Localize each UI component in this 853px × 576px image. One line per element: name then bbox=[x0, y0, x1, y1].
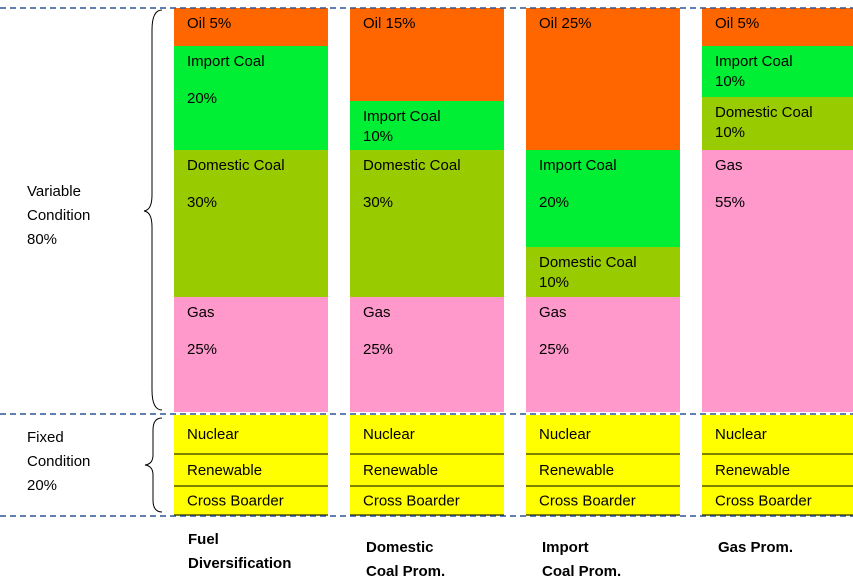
segment-label: Renewable bbox=[715, 462, 790, 479]
group-label: 80% bbox=[27, 231, 57, 248]
segment bbox=[702, 415, 853, 455]
group-label: Variable bbox=[27, 183, 81, 200]
column-title: Coal Prom. bbox=[542, 563, 621, 576]
segment bbox=[350, 455, 504, 487]
segment bbox=[702, 46, 853, 97]
segment-label: Import Coal bbox=[187, 53, 265, 70]
segment-label: Nuclear bbox=[187, 426, 239, 443]
segment-label: Oil 5% bbox=[187, 15, 231, 32]
segment bbox=[174, 8, 328, 46]
segment bbox=[526, 8, 680, 150]
segment-label: Import Coal bbox=[539, 157, 617, 174]
brace bbox=[143, 9, 163, 411]
segment-label: Cross Boarder bbox=[715, 492, 812, 509]
segment-label: Nuclear bbox=[715, 426, 767, 443]
segment-label: Renewable bbox=[187, 462, 262, 479]
segment bbox=[174, 415, 328, 455]
segment bbox=[350, 297, 504, 412]
segment-label: Renewable bbox=[539, 462, 614, 479]
segment bbox=[350, 487, 504, 516]
segment-label: Oil 5% bbox=[715, 15, 759, 32]
segment bbox=[174, 455, 328, 487]
segment bbox=[702, 8, 853, 46]
group-label: Condition bbox=[27, 453, 90, 470]
segment-label: Oil 15% bbox=[363, 15, 416, 32]
segment bbox=[350, 101, 504, 150]
segment-label: 10% bbox=[715, 124, 745, 141]
segment bbox=[526, 150, 680, 247]
left-labels: Variable Condition 80% Fixed Condition 20% bbox=[27, 183, 90, 494]
segment-label: Gas bbox=[363, 304, 391, 321]
segment-label: 30% bbox=[187, 194, 217, 211]
segment-label: Gas bbox=[715, 157, 743, 174]
segment bbox=[350, 150, 504, 297]
segment bbox=[526, 415, 680, 455]
segment-label: Import Coal bbox=[715, 53, 793, 70]
segment-label: Renewable bbox=[363, 462, 438, 479]
segment-label: 30% bbox=[363, 194, 393, 211]
segment-label: Import Coal bbox=[363, 108, 441, 125]
segment bbox=[702, 455, 853, 487]
group-label: Condition bbox=[27, 207, 90, 224]
column-title: Domestic bbox=[366, 539, 434, 556]
segment-label: 10% bbox=[539, 274, 569, 291]
segment bbox=[702, 150, 853, 412]
segment bbox=[350, 415, 504, 455]
segment-label: Domestic Coal bbox=[539, 254, 637, 271]
column-title: Gas Prom. bbox=[718, 539, 793, 556]
segment-label: 10% bbox=[715, 73, 745, 90]
segment-label: Gas bbox=[187, 304, 215, 321]
segment-label: Cross Boarder bbox=[363, 492, 460, 509]
segment bbox=[174, 150, 328, 297]
segment-label: 55% bbox=[715, 194, 745, 211]
column-title: Coal Prom. bbox=[366, 563, 445, 576]
segment-label: 25% bbox=[363, 341, 393, 358]
segment bbox=[702, 97, 853, 150]
segment-label: Domestic Coal bbox=[187, 157, 285, 174]
segment bbox=[526, 247, 680, 297]
segment-label: Gas bbox=[539, 304, 567, 321]
segment bbox=[174, 46, 328, 150]
group-label: 20% bbox=[27, 477, 57, 494]
segment-label: 25% bbox=[539, 341, 569, 358]
segment-label: 25% bbox=[187, 341, 217, 358]
segment bbox=[174, 487, 328, 516]
segment-label: 10% bbox=[363, 128, 393, 145]
segment-label: 20% bbox=[187, 90, 217, 107]
column-title: Fuel bbox=[188, 531, 219, 548]
column-title: Diversification bbox=[188, 555, 291, 572]
segment-label: Cross Boarder bbox=[539, 492, 636, 509]
segment-label: Domestic Coal bbox=[363, 157, 461, 174]
group-label: Fixed bbox=[27, 429, 64, 446]
column-title: Import bbox=[542, 539, 589, 556]
segment-label: 20% bbox=[539, 194, 569, 211]
segment bbox=[702, 487, 853, 516]
segment bbox=[526, 455, 680, 487]
segment bbox=[350, 8, 504, 101]
segment bbox=[526, 487, 680, 516]
segment-label: Domestic Coal bbox=[715, 104, 813, 121]
segment bbox=[174, 297, 328, 412]
segment-label: Cross Boarder bbox=[187, 492, 284, 509]
columns: Oil 5% Import Coal 20% Domestic Coal 30% Gas 2… bbox=[174, 8, 853, 576]
segment-label: Oil 25% bbox=[539, 15, 592, 32]
segment bbox=[526, 297, 680, 412]
segment-label: Nuclear bbox=[539, 426, 591, 443]
segment-label: Nuclear bbox=[363, 426, 415, 443]
brace bbox=[144, 417, 163, 513]
